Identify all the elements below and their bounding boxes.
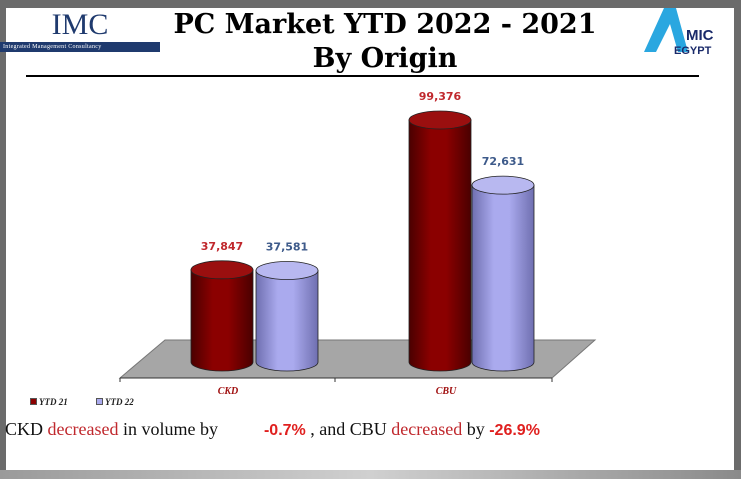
imc-logo-subtitle: Integrated Management Consultancy [0, 42, 160, 52]
text: decreased [391, 419, 463, 439]
data-label: 37,847 [201, 240, 243, 253]
text: by [462, 419, 490, 439]
text: in volume by [118, 419, 218, 439]
bar-cylinder-top [255, 261, 319, 280]
title-divider [26, 75, 699, 77]
legend-label: YTD 21 [39, 397, 68, 407]
amic-logo: MIC EGYPT [644, 8, 714, 57]
slide [6, 8, 734, 470]
bar-cylinder-top [408, 110, 472, 130]
svg-text:EGYPT: EGYPT [674, 45, 712, 57]
category-label: CKD [218, 386, 239, 397]
text: CKD [5, 419, 48, 439]
background-strip [0, 470, 741, 479]
imc-logo: IMC Integrated Management Consultancy [0, 8, 160, 52]
data-label: 72,631 [482, 155, 524, 168]
category-label: CBU [436, 386, 457, 397]
legend-swatch [30, 398, 37, 405]
page-title: PC Market YTD 2022 - 2021 By Origin [173, 9, 597, 74]
legend-item-ytd21: YTD 21 [30, 397, 68, 407]
text: , and CBU [305, 419, 392, 439]
imc-logo-text: IMC [51, 8, 109, 41]
legend-label: YTD 22 [105, 397, 134, 407]
bar-cylinder-top [190, 260, 254, 280]
bar-cylinder [408, 119, 472, 372]
data-label: 37,581 [266, 240, 308, 253]
text: decreased [47, 419, 119, 439]
ckd-change: -0.7% [263, 422, 306, 439]
bar-cylinder [255, 270, 319, 372]
summary-text: CKD decreased in volume by -0.7% , and CB… [5, 419, 540, 440]
legend-swatch [96, 398, 103, 405]
bar-cylinder [190, 269, 254, 372]
bar-cylinder-top [471, 175, 535, 195]
cbu-change: -26.9% [489, 422, 540, 439]
svg-text:MIC: MIC [686, 27, 714, 44]
bar-cylinder [471, 184, 535, 372]
legend-item-ytd22: YTD 22 [96, 397, 134, 407]
data-label: 99,376 [419, 90, 462, 103]
